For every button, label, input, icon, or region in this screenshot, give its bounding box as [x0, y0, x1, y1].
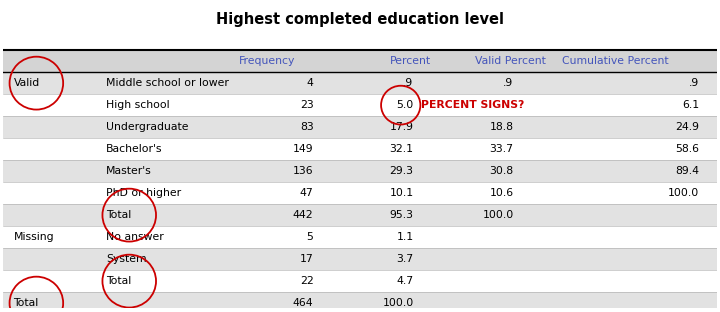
- Text: Highest completed education level: Highest completed education level: [216, 12, 504, 27]
- Text: High school: High school: [107, 100, 170, 110]
- Text: 5: 5: [307, 232, 314, 242]
- Bar: [3, 248, 717, 270]
- Text: .9: .9: [689, 78, 699, 88]
- Text: 22: 22: [300, 276, 314, 286]
- Text: PhD or higher: PhD or higher: [107, 188, 181, 198]
- Text: Cumulative Percent: Cumulative Percent: [562, 56, 669, 66]
- Text: 4: 4: [307, 78, 314, 88]
- Text: Frequency: Frequency: [239, 56, 295, 66]
- Text: 23: 23: [300, 100, 314, 110]
- Text: 100.0: 100.0: [668, 188, 699, 198]
- Text: Total: Total: [107, 210, 132, 220]
- Bar: [3, 138, 717, 160]
- Text: 30.8: 30.8: [490, 166, 513, 176]
- Text: Total: Total: [107, 276, 132, 286]
- Text: 17: 17: [300, 254, 314, 264]
- Text: 58.6: 58.6: [675, 144, 699, 154]
- Text: .9: .9: [503, 78, 513, 88]
- Text: Total: Total: [14, 298, 39, 308]
- Text: 33.7: 33.7: [490, 144, 513, 154]
- Text: 4.7: 4.7: [397, 276, 413, 286]
- Text: 18.8: 18.8: [490, 122, 513, 132]
- Bar: [3, 72, 717, 94]
- Text: Valid Percent: Valid Percent: [474, 56, 546, 66]
- Text: 47: 47: [300, 188, 314, 198]
- Bar: [3, 50, 717, 72]
- Bar: [3, 116, 717, 138]
- Text: 100.0: 100.0: [482, 210, 513, 220]
- Text: 464: 464: [293, 298, 314, 308]
- Bar: [3, 226, 717, 248]
- Text: 95.3: 95.3: [390, 210, 413, 220]
- Text: 10.1: 10.1: [390, 188, 413, 198]
- Text: PERCENT SIGNS?: PERCENT SIGNS?: [420, 100, 524, 110]
- Text: 6.1: 6.1: [683, 100, 699, 110]
- Text: 89.4: 89.4: [675, 166, 699, 176]
- Text: No answer: No answer: [107, 232, 164, 242]
- Bar: [3, 182, 717, 204]
- Text: 29.3: 29.3: [390, 166, 413, 176]
- Text: 3.7: 3.7: [397, 254, 413, 264]
- Text: Undergraduate: Undergraduate: [107, 122, 189, 132]
- Text: 1.1: 1.1: [397, 232, 413, 242]
- Bar: [3, 204, 717, 226]
- Text: Valid: Valid: [14, 78, 40, 88]
- Text: 17.9: 17.9: [390, 122, 413, 132]
- Bar: [3, 160, 717, 182]
- Bar: [3, 270, 717, 292]
- Text: Bachelor's: Bachelor's: [107, 144, 163, 154]
- Text: 5.0: 5.0: [396, 100, 413, 110]
- Text: 24.9: 24.9: [675, 122, 699, 132]
- Text: Middle school or lower: Middle school or lower: [107, 78, 229, 88]
- Text: 83: 83: [300, 122, 314, 132]
- Text: 32.1: 32.1: [390, 144, 413, 154]
- Text: 442: 442: [293, 210, 314, 220]
- Text: System: System: [107, 254, 147, 264]
- Text: 100.0: 100.0: [382, 298, 413, 308]
- Bar: [3, 292, 717, 312]
- Text: Percent: Percent: [390, 56, 431, 66]
- Text: Master's: Master's: [107, 166, 152, 176]
- Text: 10.6: 10.6: [490, 188, 513, 198]
- Text: 136: 136: [293, 166, 314, 176]
- Bar: [3, 94, 717, 116]
- Text: 149: 149: [293, 144, 314, 154]
- Text: .9: .9: [403, 78, 413, 88]
- Text: Missing: Missing: [14, 232, 54, 242]
